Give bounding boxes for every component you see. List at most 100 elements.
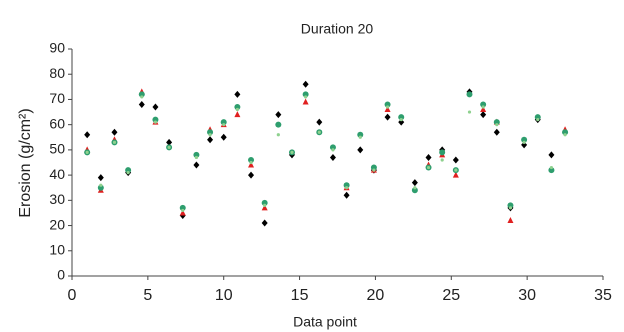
marker-diamond — [302, 80, 309, 88]
marker-dot — [358, 135, 362, 139]
marker-diamond — [220, 133, 227, 141]
marker-circle — [439, 149, 446, 156]
marker-circle — [480, 101, 487, 108]
marker-circle — [234, 104, 241, 111]
marker-dot — [222, 123, 226, 127]
marker-diamond — [357, 146, 364, 154]
marker-diamond — [138, 100, 145, 108]
marker-triangle — [302, 98, 309, 105]
marker-dot — [454, 168, 458, 172]
marker-diamond — [548, 151, 555, 159]
marker-triangle — [384, 106, 391, 113]
marker-dot — [317, 130, 321, 134]
marker-diamond — [452, 156, 459, 164]
marker-dot — [99, 183, 103, 187]
marker-dot — [304, 95, 308, 99]
x-tick-label: 5 — [143, 287, 152, 304]
marker-dot — [153, 120, 158, 124]
marker-triangle — [480, 106, 487, 113]
marker-diamond — [248, 171, 255, 179]
x-tick-label: 30 — [518, 287, 536, 304]
marker-dot — [508, 206, 513, 210]
marker-dot — [549, 165, 554, 170]
y-tick-label: 40 — [49, 166, 65, 182]
marker-circle — [125, 167, 132, 174]
y-tick-label: 10 — [49, 241, 65, 257]
marker-circle — [534, 114, 541, 121]
marker-dot — [372, 168, 376, 172]
y-tick-label: 0 — [57, 267, 65, 283]
marker-diamond — [480, 111, 487, 119]
marker-dot — [194, 155, 199, 160]
marker-diamond — [329, 153, 336, 161]
marker-circle — [562, 129, 569, 136]
marker-diamond — [261, 219, 268, 227]
marker-dot — [85, 150, 89, 155]
marker-circle — [152, 116, 159, 123]
marker-circle — [207, 129, 214, 136]
marker-dot — [345, 186, 349, 190]
x-tick-label: 20 — [367, 287, 385, 304]
marker-dot — [536, 118, 540, 122]
marker-diamond — [207, 136, 214, 144]
marker-circle — [411, 187, 418, 194]
x-tick-label: 35 — [594, 287, 612, 304]
marker-diamond — [111, 128, 118, 136]
marker-circle — [302, 91, 309, 98]
x-axis-label: Data point — [293, 314, 357, 330]
marker-diamond — [152, 103, 159, 111]
marker-dot — [208, 133, 212, 137]
marker-dot — [290, 150, 294, 155]
marker-circle — [261, 199, 268, 206]
x-tick-label: 10 — [215, 287, 233, 304]
y-tick-label: 50 — [49, 141, 65, 157]
marker-diamond — [166, 138, 173, 146]
marker-triangle — [248, 161, 255, 168]
marker-dot — [495, 123, 499, 127]
marker-dot — [331, 148, 335, 152]
marker-circle — [193, 151, 200, 158]
x-tick-label: 25 — [442, 287, 460, 304]
marker-dot — [249, 160, 253, 165]
marker-circle — [548, 167, 555, 174]
marker-triangle — [452, 171, 459, 178]
y-tick-label: 70 — [49, 90, 65, 106]
marker-dot — [276, 133, 280, 137]
marker-dot — [481, 105, 485, 109]
marker-circle — [493, 119, 500, 126]
chart-title: Duration 20 — [301, 21, 374, 37]
marker-diamond — [521, 141, 528, 149]
marker-diamond — [234, 90, 241, 98]
marker-circle — [138, 91, 145, 98]
marker-dot — [235, 107, 239, 112]
marker-diamond — [384, 113, 391, 121]
marker-circle — [507, 202, 514, 209]
marker-circle — [466, 91, 473, 98]
marker-dot — [467, 110, 472, 114]
marker-circle — [357, 131, 364, 138]
marker-diamond — [425, 153, 432, 161]
marker-diamond — [316, 118, 323, 126]
marker-circle — [275, 121, 282, 128]
y-tick-label: 90 — [49, 40, 65, 56]
marker-circle — [220, 119, 227, 126]
marker-diamond — [193, 161, 200, 169]
marker-diamond — [493, 128, 500, 136]
marker-dot — [563, 133, 567, 137]
marker-circle — [329, 144, 336, 151]
marker-diamond — [343, 191, 350, 199]
marker-circle — [384, 101, 391, 108]
marker-circle — [521, 136, 528, 143]
marker-dot — [181, 208, 185, 213]
marker-dot — [126, 170, 130, 175]
marker-diamond — [411, 179, 418, 187]
y-tick-label: 20 — [49, 216, 65, 232]
y-tick-label: 60 — [49, 115, 65, 131]
marker-circle — [179, 204, 186, 211]
marker-dot — [426, 165, 431, 170]
marker-triangle — [234, 111, 241, 118]
marker-dot — [399, 118, 403, 122]
marker-diamond — [398, 118, 405, 126]
y-tick-label: 30 — [49, 191, 65, 207]
marker-dot — [413, 186, 417, 190]
